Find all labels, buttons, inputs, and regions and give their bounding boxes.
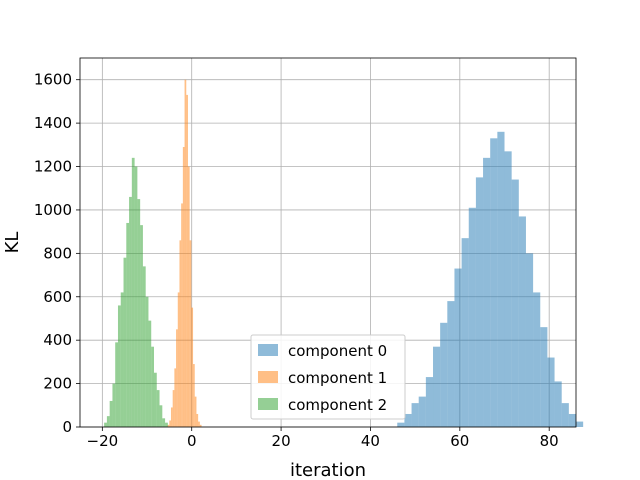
bar-series-2 (131, 157, 135, 428)
x-tick-label: 20 (272, 432, 291, 450)
bar-series-1 (196, 413, 199, 427)
bar-series-2 (145, 296, 149, 427)
bar-series-0 (525, 253, 534, 427)
bar-series-1 (170, 407, 173, 427)
bar-series-0 (475, 177, 484, 427)
bar-series-2 (115, 342, 118, 427)
bar-series-0 (468, 207, 476, 427)
bar-series-0 (568, 413, 576, 427)
bar-series-0 (454, 268, 462, 427)
bar-series-1 (186, 94, 188, 428)
bar-series-2 (151, 346, 154, 427)
legend-swatch (258, 398, 278, 410)
bar-series-2 (165, 422, 168, 427)
y-tick-label: 800 (43, 244, 72, 262)
x-tick-label: 0 (187, 432, 197, 450)
y-tick-label: 400 (43, 331, 72, 349)
legend-box (250, 334, 406, 420)
bar-series-1 (194, 396, 197, 427)
y-axis-label: KL (2, 232, 23, 254)
bar-series-2 (117, 305, 121, 427)
bar-series-1 (198, 421, 200, 427)
bar-series-2 (120, 292, 124, 427)
bar-series-1 (177, 292, 180, 427)
x-tick-label: 40 (361, 432, 380, 450)
bar-series-0 (547, 357, 555, 427)
bar-series-2 (112, 383, 116, 427)
x-tick-label: 60 (450, 432, 469, 450)
bar-series-2 (129, 196, 132, 427)
bar-series-0 (518, 216, 526, 427)
bar-series-0 (554, 381, 562, 427)
bar-series-0 (397, 422, 405, 427)
bar-series-0 (533, 292, 541, 427)
bar-series-1 (199, 424, 202, 427)
bar-series-1 (189, 240, 192, 427)
bar-series-2 (106, 416, 110, 427)
bar-series-2 (148, 320, 152, 427)
x-tick-label: 80 (540, 432, 559, 450)
bar-series-0 (433, 346, 441, 427)
bar-series-1 (187, 166, 190, 427)
plot-frame (79, 57, 577, 428)
bar-series-1 (179, 240, 182, 427)
bar-series-0 (511, 179, 519, 427)
legend-label: component 1 (288, 369, 387, 387)
x-tick-label: −20 (87, 432, 119, 450)
x-axis-label: iteration (290, 460, 366, 480)
bar-series-0 (447, 301, 455, 427)
bar-series-2 (126, 222, 130, 427)
bar-series-2 (109, 400, 113, 427)
legend-swatch (258, 344, 278, 356)
bar-series-1 (184, 79, 187, 428)
bar-series-1 (182, 146, 185, 427)
bar-series-1 (181, 203, 183, 427)
bar-series-0 (504, 151, 512, 427)
bar-series-0 (440, 322, 448, 427)
legend-label: component 0 (288, 342, 387, 360)
bar-series-0 (576, 421, 584, 427)
bar-series-0 (418, 396, 426, 427)
bar-series-1 (193, 364, 195, 427)
bar-series-0 (425, 377, 434, 427)
bar-series-2 (162, 418, 166, 427)
bar-series-2 (123, 257, 127, 427)
bar-series-0 (404, 413, 412, 427)
bar-series-0 (411, 403, 419, 427)
legend-label: component 2 (288, 396, 387, 414)
bar-series-1 (172, 390, 175, 427)
bar-series-0 (497, 131, 505, 428)
bar-series-2 (134, 166, 138, 427)
y-tick-label: 1000 (34, 201, 72, 219)
bar-series-1 (174, 368, 177, 427)
bar-series-2 (153, 372, 157, 427)
legend-swatch (258, 371, 278, 383)
bar-series-1 (176, 329, 178, 427)
y-tick-label: 600 (43, 288, 72, 306)
bar-series-2 (142, 266, 146, 427)
y-tick-label: 1400 (34, 114, 72, 132)
y-tick-label: 1200 (34, 158, 72, 176)
bar-series-2 (140, 225, 143, 427)
y-tick-label: 200 (43, 375, 72, 393)
bar-series-0 (461, 238, 469, 427)
x-axis-ticks: −20 0 20 40 60 80 (87, 427, 559, 450)
bar-series-2 (104, 422, 107, 427)
y-axis-ticks: 0 200 400 600 800 1000 1200 1400 1600 (34, 71, 80, 436)
bar-series-2 (159, 405, 163, 427)
bar-series-0 (540, 327, 548, 427)
bar-series-0 (561, 403, 569, 427)
histogram-bars (104, 79, 584, 428)
y-tick-label: 0 (62, 418, 72, 436)
bar-series-0 (483, 157, 491, 428)
bar-series-0 (490, 138, 498, 427)
bar-series-2 (137, 199, 141, 427)
bar-series-1 (191, 307, 194, 427)
bar-series-2 (156, 390, 160, 427)
legend: component 0 component 1 component 2 (250, 334, 406, 420)
y-tick-label: 1600 (34, 71, 72, 89)
bar-series-1 (169, 420, 171, 427)
bar-series-1 (167, 424, 170, 427)
